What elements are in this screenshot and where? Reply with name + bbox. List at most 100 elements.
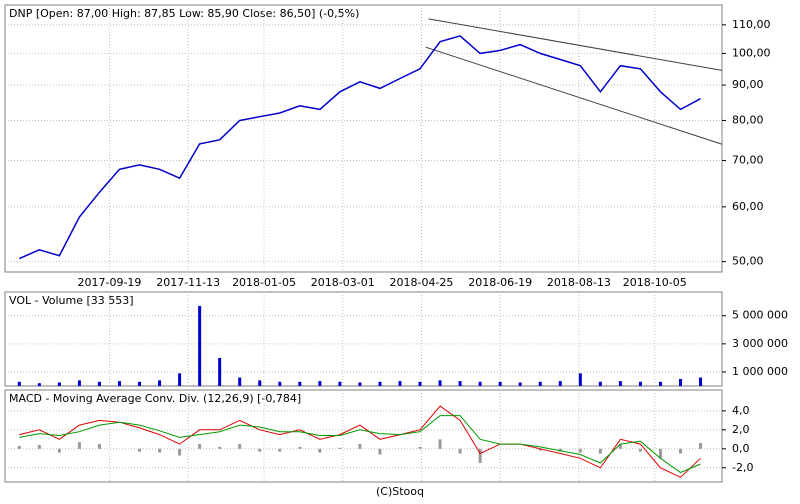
bar — [478, 448, 482, 464]
bar — [678, 448, 682, 454]
bar — [558, 381, 562, 386]
x-tick-label: 2018-10-05 — [623, 276, 687, 289]
bar — [538, 448, 542, 451]
bar — [97, 444, 101, 449]
bar — [378, 448, 382, 455]
trend-line — [425, 46, 723, 145]
y-tick-label: 0,0 — [732, 442, 750, 455]
bar — [458, 448, 462, 454]
x-tick-label: 2017-09-19 — [78, 276, 142, 289]
bar — [37, 383, 41, 386]
bar — [598, 381, 602, 386]
footer: (C)Stooq — [376, 485, 424, 498]
bar — [77, 380, 81, 386]
bar — [298, 446, 302, 449]
panel-frame — [4, 389, 723, 483]
bar — [418, 446, 422, 449]
bar — [17, 445, 21, 449]
y-tick-label: 3 000 000 — [732, 337, 788, 350]
bar — [438, 380, 442, 386]
bar — [57, 448, 61, 453]
bar — [618, 444, 622, 449]
bar — [398, 381, 402, 386]
bar — [338, 381, 342, 386]
bar — [238, 377, 242, 386]
bar — [638, 448, 642, 452]
bar — [238, 444, 242, 449]
bar — [178, 448, 182, 456]
panel-title: DNP [Open: 87,00 High: 87,85 Low: 85,90 … — [9, 7, 359, 20]
bar — [138, 381, 142, 386]
series-line — [19, 405, 701, 478]
bar — [458, 381, 462, 386]
bar — [318, 381, 322, 386]
bar — [478, 381, 482, 386]
series-line — [19, 415, 701, 474]
bar — [358, 444, 362, 449]
x-tick-label: 2018-03-01 — [311, 276, 375, 289]
y-tick-label: 2,0 — [732, 423, 750, 436]
bar — [699, 377, 703, 386]
bar — [258, 380, 262, 386]
bar — [298, 381, 302, 386]
bar — [278, 381, 282, 386]
x-tick-label: 2017-11-13 — [156, 276, 220, 289]
y-tick-label: 4,0 — [732, 404, 750, 417]
bar — [318, 448, 322, 453]
bar — [57, 382, 61, 386]
x-tick-label: 2018-08-13 — [547, 276, 611, 289]
bar — [77, 442, 81, 449]
bar — [178, 373, 182, 386]
bar — [578, 373, 582, 386]
bar — [418, 381, 422, 386]
bar — [198, 444, 202, 449]
bar — [358, 382, 362, 386]
bar — [658, 448, 662, 459]
bar — [618, 381, 622, 386]
y-tick-label: 70,00 — [732, 154, 764, 167]
series-line — [18, 35, 701, 260]
bar — [117, 381, 121, 386]
bar — [638, 381, 642, 386]
bar — [498, 381, 502, 386]
bar — [97, 381, 101, 386]
bar — [518, 382, 522, 386]
panel-frame — [4, 4, 723, 273]
y-tick-label: 110,00 — [732, 18, 771, 31]
y-tick-label: 5 000 000 — [732, 309, 788, 322]
bar — [538, 381, 542, 386]
bar — [258, 448, 262, 452]
bar — [678, 378, 682, 386]
y-tick-label: 90,00 — [732, 78, 764, 91]
panel-frame — [4, 291, 723, 387]
bar — [578, 448, 582, 453]
bar — [378, 381, 382, 386]
bar — [158, 380, 162, 386]
bar — [138, 448, 142, 452]
panel-title: MACD - Moving Average Conv. Div. (12,26,… — [9, 392, 301, 405]
bar — [438, 439, 442, 449]
x-tick-label: 2018-04-25 — [389, 276, 453, 289]
y-tick-label: 100,00 — [732, 46, 771, 59]
bar — [278, 448, 282, 452]
x-tick-label: 2018-01-05 — [232, 276, 296, 289]
y-tick-label: 80,00 — [732, 113, 764, 126]
bar — [17, 381, 21, 386]
bar — [218, 446, 222, 449]
y-tick-label: 1 000 000 — [732, 365, 788, 378]
bar — [158, 448, 162, 453]
bar — [37, 445, 41, 449]
bar — [198, 305, 202, 386]
y-tick-label: 60,00 — [732, 200, 764, 213]
y-tick-label: -2,0 — [732, 461, 753, 474]
bar — [218, 357, 222, 386]
trend-line — [428, 18, 723, 71]
panel-title: VOL - Volume [33 553] — [9, 294, 134, 307]
y-tick-label: 50,00 — [732, 255, 764, 268]
bar — [598, 448, 602, 454]
bar — [338, 447, 342, 449]
x-tick-label: 2018-06-19 — [468, 276, 532, 289]
bar — [658, 381, 662, 386]
